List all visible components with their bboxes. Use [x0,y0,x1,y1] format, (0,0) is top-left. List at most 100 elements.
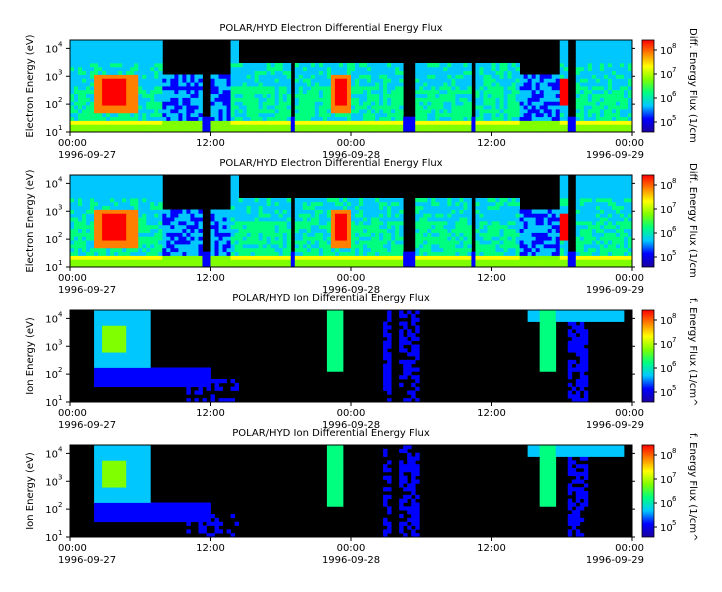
colorbar-tick-exponent: 7 [672,201,676,209]
colorbar-tick-label: 10 [660,94,673,105]
colorbar-tick-exponent: 5 [672,519,676,527]
y-tick-label: 10 [45,505,58,516]
colorbar-tick-label: 10 [660,451,673,462]
y-tick-exponent: 4 [58,175,63,183]
y-tick-exponent: 1 [58,124,62,132]
x-tick-label: 12:00 [477,273,506,284]
y-tick-exponent: 4 [58,40,63,48]
colorbar-tick-label: 10 [660,499,673,510]
y-tick-exponent: 3 [58,203,62,211]
y-tick-exponent: 1 [58,529,62,537]
y-tick-exponent: 2 [58,231,62,239]
y-tick-exponent: 2 [58,501,62,509]
colorbar-tick-label: 10 [660,340,673,351]
x-tick-date: 1996-09-27 [58,150,116,161]
x-tick-label: 00:00 [615,273,644,284]
y-tick-label: 10 [45,398,58,409]
colorbar-tick-exponent: 5 [672,384,676,392]
x-tick-label: 00:00 [337,138,366,149]
x-tick-label: 12:00 [196,543,225,554]
y-tick-exponent: 4 [58,445,63,453]
x-tick-date: 1996-09-29 [586,555,644,566]
y-tick-label: 10 [45,533,58,544]
x-tick-label: 12:00 [196,408,225,419]
colorbar-label: f. Energy Flux (1/cm^ [687,298,698,407]
panel-1: POLAR/HYD Electron Differential Energy F… [25,23,698,161]
colorbar-tick-label: 10 [660,118,673,129]
y-tick-label: 10 [45,100,58,111]
colorbar-tick-exponent: 8 [672,447,676,455]
y-tick-label: 10 [45,370,58,381]
x-tick-date: 1996-09-27 [58,285,116,296]
panel-title: POLAR/HYD Ion Differential Energy Flux [232,428,430,439]
colorbar-label: f. Energy Flux (1/cm^ [687,433,698,542]
x-tick-date: 1996-09-28 [322,420,380,431]
y-tick-exponent: 1 [58,394,62,402]
y-tick-exponent: 3 [58,68,62,76]
colorbar-label: Diff. Energy Flux (1/cm [687,163,698,278]
colorbar-tick-exponent: 8 [672,312,676,320]
colorbar-tick-exponent: 6 [672,90,677,98]
colorbar-tick-exponent: 8 [672,42,676,50]
x-tick-date: 1996-09-27 [58,555,116,566]
panel-title: POLAR/HYD Ion Differential Energy Flux [232,293,430,304]
colorbar [641,444,655,538]
colorbar [641,174,655,268]
colorbar [641,39,655,133]
x-tick-date: 1996-09-28 [322,150,380,161]
y-tick-exponent: 1 [58,259,62,267]
y-tick-label: 10 [45,449,58,460]
y-tick-label: 10 [45,179,58,190]
x-tick-label: 00:00 [58,408,87,419]
colorbar-tick-exponent: 5 [672,114,676,122]
colorbar-tick-exponent: 6 [672,360,677,368]
colorbar-tick-exponent: 8 [672,177,676,185]
x-tick-label: 00:00 [615,138,644,149]
x-tick-label: 00:00 [337,408,366,419]
colorbar-tick-exponent: 7 [672,66,676,74]
y-axis-label: Electron Energy (eV) [25,169,36,272]
panel-title: POLAR/HYD Electron Differential Energy F… [219,158,442,169]
x-tick-date: 1996-09-29 [586,420,644,431]
colorbar-tick-label: 10 [660,181,673,192]
panel-title: POLAR/HYD Electron Differential Energy F… [219,23,442,34]
y-axis-label: Ion Energy (eV) [25,317,36,395]
colorbar-tick-label: 10 [660,388,673,399]
x-tick-label: 00:00 [58,543,87,554]
y-tick-exponent: 4 [58,310,63,318]
x-tick-label: 00:00 [58,138,87,149]
panel-3: POLAR/HYD Ion Differential Energy Flux Io… [25,293,698,431]
colorbar [641,309,655,403]
x-tick-label: 12:00 [196,138,225,149]
x-tick-date: 1996-09-29 [586,150,644,161]
y-tick-label: 10 [45,72,58,83]
x-tick-label: 12:00 [196,273,225,284]
colorbar-tick-exponent: 6 [672,495,677,503]
x-tick-label: 00:00 [615,408,644,419]
y-tick-label: 10 [45,44,58,55]
panel-2: POLAR/HYD Electron Differential Energy F… [25,158,698,296]
colorbar-tick-exponent: 7 [672,336,676,344]
x-tick-date: 1996-09-27 [58,420,116,431]
x-tick-label: 00:00 [337,273,366,284]
y-tick-label: 10 [45,477,58,488]
panel-4: POLAR/HYD Ion Differential Energy Flux Io… [25,428,698,566]
y-tick-exponent: 3 [58,473,62,481]
colorbar-tick-label: 10 [660,523,673,534]
y-tick-label: 10 [45,263,58,274]
x-tick-date: 1996-09-29 [586,285,644,296]
colorbar-tick-label: 10 [660,475,673,486]
y-axis-label: Electron Energy (eV) [25,34,36,137]
colorbar-tick-label: 10 [660,205,673,216]
y-tick-label: 10 [45,314,58,325]
x-tick-label: 12:00 [477,543,506,554]
y-tick-label: 10 [45,128,58,139]
colorbar-tick-label: 10 [660,364,673,375]
colorbar-tick-label: 10 [660,316,673,327]
colorbar-tick-label: 10 [660,253,673,264]
y-tick-exponent: 2 [58,96,62,104]
colorbar-label: Diff. Energy Flux (1/cm [687,28,698,143]
y-tick-exponent: 2 [58,366,62,374]
y-tick-label: 10 [45,207,58,218]
